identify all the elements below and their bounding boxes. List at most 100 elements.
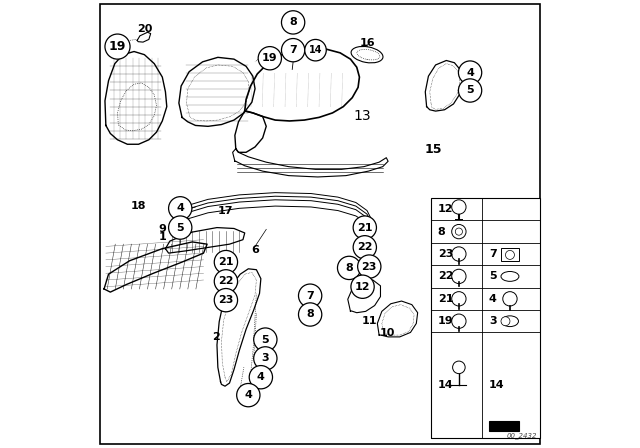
Text: 15: 15 bbox=[424, 143, 442, 156]
Text: 2: 2 bbox=[212, 332, 220, 342]
Bar bbox=[489, 421, 520, 431]
Circle shape bbox=[253, 347, 277, 370]
Text: 18: 18 bbox=[131, 201, 147, 211]
Circle shape bbox=[298, 284, 322, 307]
Text: 23: 23 bbox=[438, 249, 453, 259]
Circle shape bbox=[249, 366, 273, 389]
Circle shape bbox=[452, 224, 466, 239]
Circle shape bbox=[214, 270, 237, 293]
Text: 22: 22 bbox=[438, 271, 453, 281]
Circle shape bbox=[253, 328, 277, 351]
Polygon shape bbox=[137, 32, 150, 42]
Text: 14: 14 bbox=[308, 45, 323, 55]
Text: 19: 19 bbox=[262, 53, 278, 63]
Circle shape bbox=[351, 275, 374, 298]
Circle shape bbox=[452, 269, 466, 284]
Circle shape bbox=[214, 289, 237, 312]
Ellipse shape bbox=[502, 316, 518, 327]
Text: 1: 1 bbox=[159, 233, 166, 242]
Text: 6: 6 bbox=[251, 245, 259, 255]
Text: 12: 12 bbox=[438, 204, 453, 214]
Circle shape bbox=[501, 317, 510, 326]
Ellipse shape bbox=[501, 271, 519, 281]
Polygon shape bbox=[104, 242, 207, 292]
Text: 5: 5 bbox=[489, 271, 497, 281]
Text: 4: 4 bbox=[244, 390, 252, 400]
Circle shape bbox=[458, 79, 482, 102]
Polygon shape bbox=[235, 111, 266, 152]
Polygon shape bbox=[378, 301, 418, 337]
Circle shape bbox=[168, 216, 192, 239]
Text: 4: 4 bbox=[257, 372, 265, 382]
Text: 4: 4 bbox=[176, 203, 184, 213]
Polygon shape bbox=[217, 269, 261, 386]
Circle shape bbox=[298, 303, 322, 326]
Text: 10: 10 bbox=[380, 328, 395, 338]
Text: 3: 3 bbox=[489, 316, 497, 326]
Text: 5: 5 bbox=[262, 335, 269, 345]
Text: 4: 4 bbox=[489, 294, 497, 304]
Circle shape bbox=[452, 314, 466, 328]
Circle shape bbox=[337, 256, 361, 280]
Circle shape bbox=[458, 61, 482, 84]
Text: 12: 12 bbox=[355, 282, 371, 292]
Ellipse shape bbox=[357, 49, 380, 60]
Text: 20: 20 bbox=[138, 24, 153, 34]
Circle shape bbox=[452, 361, 465, 374]
Text: 5: 5 bbox=[177, 223, 184, 233]
Text: 7: 7 bbox=[289, 45, 297, 55]
Text: 8: 8 bbox=[307, 310, 314, 319]
Text: 8: 8 bbox=[438, 227, 445, 237]
Text: 22: 22 bbox=[218, 276, 234, 286]
Polygon shape bbox=[179, 57, 255, 126]
Text: 11: 11 bbox=[362, 316, 377, 326]
Ellipse shape bbox=[351, 47, 383, 63]
Circle shape bbox=[452, 247, 466, 261]
Text: 23: 23 bbox=[362, 262, 377, 271]
Text: 9: 9 bbox=[158, 224, 166, 234]
Circle shape bbox=[214, 250, 237, 274]
Circle shape bbox=[452, 200, 466, 214]
Circle shape bbox=[452, 292, 466, 306]
Bar bbox=[431, 198, 540, 438]
Text: 5: 5 bbox=[467, 86, 474, 95]
Circle shape bbox=[105, 34, 130, 59]
Circle shape bbox=[358, 255, 381, 278]
Polygon shape bbox=[232, 149, 388, 177]
Text: 21: 21 bbox=[438, 294, 453, 304]
Text: 14: 14 bbox=[438, 380, 454, 390]
Bar bbox=[501, 248, 519, 261]
Circle shape bbox=[258, 47, 282, 70]
Text: 14: 14 bbox=[489, 380, 504, 390]
Circle shape bbox=[455, 228, 463, 235]
Text: 3: 3 bbox=[262, 353, 269, 363]
Text: 8: 8 bbox=[345, 263, 353, 273]
Text: 22: 22 bbox=[357, 242, 372, 252]
Polygon shape bbox=[244, 48, 360, 121]
Text: 19: 19 bbox=[438, 316, 454, 326]
Circle shape bbox=[237, 383, 260, 407]
Text: 21: 21 bbox=[218, 257, 234, 267]
Polygon shape bbox=[105, 52, 167, 144]
Text: 13: 13 bbox=[354, 108, 371, 123]
Polygon shape bbox=[165, 228, 244, 253]
Circle shape bbox=[168, 197, 192, 220]
Text: 17: 17 bbox=[218, 207, 234, 216]
Circle shape bbox=[506, 250, 515, 259]
Text: 16: 16 bbox=[359, 38, 375, 47]
Circle shape bbox=[353, 216, 376, 239]
Text: 7: 7 bbox=[489, 249, 497, 259]
Text: 00_2432: 00_2432 bbox=[507, 432, 538, 439]
Circle shape bbox=[282, 39, 305, 62]
Circle shape bbox=[282, 11, 305, 34]
Text: 21: 21 bbox=[357, 223, 372, 233]
Text: 7: 7 bbox=[307, 291, 314, 301]
Circle shape bbox=[503, 292, 517, 306]
Text: 4: 4 bbox=[466, 68, 474, 78]
Text: 8: 8 bbox=[289, 17, 297, 27]
Text: 19: 19 bbox=[109, 40, 126, 53]
Polygon shape bbox=[425, 60, 463, 111]
Circle shape bbox=[353, 236, 376, 259]
Text: 23: 23 bbox=[218, 295, 234, 305]
Polygon shape bbox=[348, 280, 380, 313]
